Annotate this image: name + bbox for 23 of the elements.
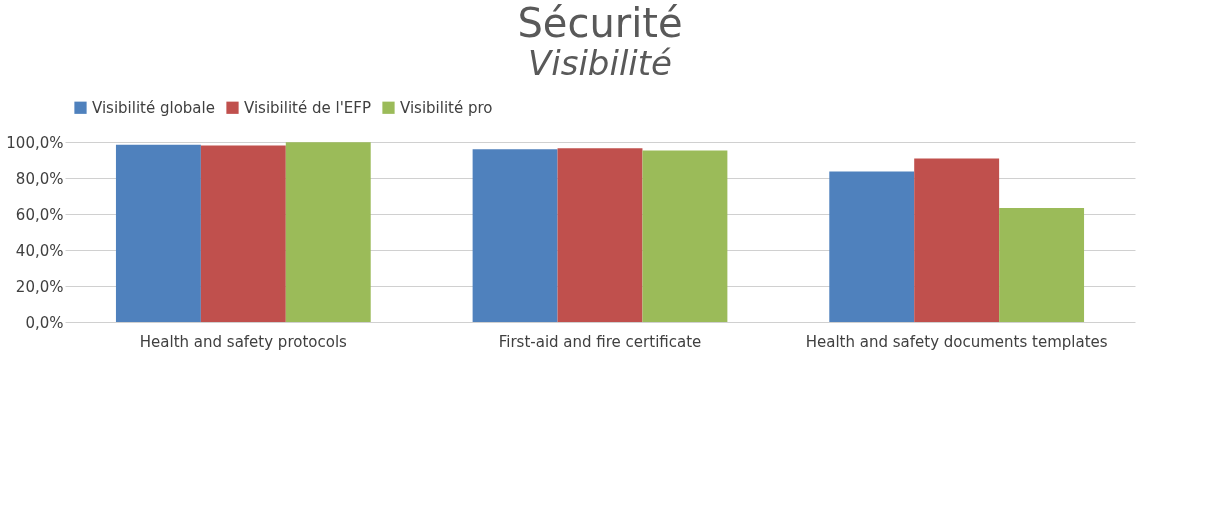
y-tick-label: 100,0% — [6, 133, 64, 152]
bar — [200, 145, 286, 322]
legend-label: Visibilité de l'EFP — [244, 98, 371, 117]
x-tick-label: Health and safety documents templates — [805, 332, 1108, 351]
y-tick-label: 0,0% — [25, 313, 64, 332]
chart-title: Sécurité — [517, 0, 683, 46]
bar — [642, 150, 728, 322]
bar — [914, 158, 1000, 322]
legend-label: Visibilité pro — [400, 98, 493, 117]
x-tick-label: Health and safety protocols — [139, 332, 348, 351]
legend-label: Visibilité globale — [92, 98, 215, 117]
y-tick-label: 60,0% — [15, 205, 64, 224]
chart-subtitle: Visibilité — [527, 43, 673, 83]
bar — [472, 149, 558, 322]
bar — [285, 142, 371, 322]
bar — [829, 171, 915, 322]
y-tick-label: 20,0% — [15, 277, 64, 296]
y-tick-label: 80,0% — [15, 169, 64, 188]
x-tick-label: First-aid and fire certificate — [498, 332, 702, 351]
bar — [999, 208, 1085, 322]
bar — [115, 144, 201, 322]
y-tick-label: 40,0% — [15, 241, 64, 260]
bar — [557, 148, 643, 322]
